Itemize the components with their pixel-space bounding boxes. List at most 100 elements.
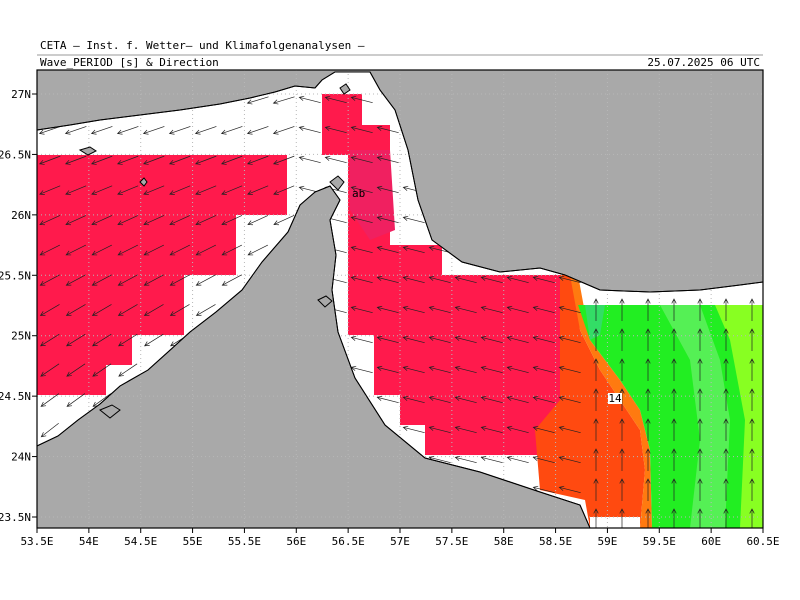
direction-arrow — [454, 335, 477, 344]
direction-arrow — [247, 215, 269, 226]
direction-arrow — [168, 126, 191, 135]
direction-arrow — [247, 244, 269, 256]
direction-arrow — [454, 275, 477, 284]
direction-arrow — [402, 275, 425, 284]
direction-arrow — [558, 455, 581, 464]
direction-arrow — [169, 185, 191, 195]
direction-arrow — [593, 328, 599, 351]
direction-arrow — [480, 425, 503, 434]
direction-arrow — [117, 304, 138, 316]
direction-arrow — [480, 275, 503, 284]
direction-arrow — [117, 244, 139, 256]
direction-arrow — [480, 335, 503, 344]
lat-label: 24.5N — [0, 390, 31, 403]
direction-arrow — [749, 478, 755, 501]
direction-arrow — [92, 333, 112, 347]
map-date: 25.07.2025 06 UTC — [647, 56, 760, 69]
direction-arrow — [376, 305, 399, 314]
direction-arrow — [350, 95, 373, 104]
direction-arrow — [506, 275, 529, 284]
direction-arrow — [558, 395, 581, 404]
direction-arrow — [428, 395, 451, 404]
lat-label: 25.5N — [0, 269, 31, 282]
direction-arrow — [91, 274, 112, 286]
direction-arrow — [143, 244, 165, 256]
direction-arrow — [350, 215, 373, 224]
lon-label: 58.5E — [539, 535, 572, 548]
direction-arrow — [428, 365, 451, 374]
direction-arrow — [376, 275, 399, 284]
direction-arrow — [671, 328, 677, 351]
direction-arrow — [376, 245, 399, 254]
direction-arrow — [506, 335, 529, 344]
direction-arrow — [593, 418, 599, 441]
direction-arrow — [40, 363, 60, 377]
direction-arrow — [645, 298, 651, 321]
direction-arrow — [671, 418, 677, 441]
direction-arrow — [169, 304, 190, 316]
direction-arrow — [645, 508, 651, 528]
direction-arrow — [91, 244, 113, 256]
direction-arrow — [350, 185, 373, 194]
direction-arrow — [91, 304, 112, 316]
lat-label: 27N — [11, 88, 31, 101]
direction-arrow — [40, 422, 59, 438]
direction-arrow — [697, 508, 703, 528]
direction-arrow — [324, 125, 347, 134]
direction-arrow — [195, 215, 217, 226]
direction-arrow — [38, 126, 61, 135]
direction-arrow — [39, 215, 61, 226]
direction-arrow — [697, 478, 703, 501]
direction-arrow — [402, 395, 425, 404]
period-field — [350, 150, 395, 240]
direction-arrow — [532, 425, 555, 434]
direction-arrows — [38, 95, 755, 528]
lat-label: 25N — [11, 330, 31, 343]
direction-arrow — [671, 358, 677, 381]
direction-arrow — [117, 215, 139, 226]
direction-arrow — [723, 418, 729, 441]
direction-arrow — [454, 395, 477, 404]
direction-arrow — [169, 274, 190, 286]
direction-arrow — [142, 126, 165, 135]
direction-arrow — [645, 358, 651, 381]
direction-arrow — [671, 448, 677, 471]
direction-arrow — [65, 274, 86, 286]
direction-arrow — [619, 298, 625, 321]
direction-arrow — [273, 215, 295, 226]
direction-arrow — [38, 155, 61, 165]
direction-arrow — [65, 304, 86, 316]
lat-label: 23.5N — [0, 511, 31, 524]
direction-arrow — [168, 155, 191, 165]
direction-arrow — [116, 155, 139, 165]
direction-arrow — [480, 395, 503, 404]
direction-arrow — [558, 335, 581, 344]
direction-arrow — [697, 448, 703, 471]
lon-label: 54.5E — [124, 535, 157, 548]
contour-label: 14 — [608, 392, 622, 405]
direction-arrow — [324, 155, 347, 164]
direction-arrow — [593, 508, 599, 528]
direction-arrow — [671, 298, 677, 321]
direction-arrow — [376, 155, 399, 164]
institute: CETA — Inst. f. Wetter— und Klimafolgena… — [40, 39, 365, 52]
graticule — [37, 70, 763, 528]
direction-arrow — [402, 245, 425, 254]
direction-arrow — [593, 388, 599, 411]
direction-arrow — [697, 358, 703, 381]
period-field — [585, 305, 605, 340]
direction-arrow — [64, 155, 87, 165]
direction-arrow — [749, 508, 755, 528]
direction-arrow — [350, 335, 373, 344]
direction-arrow — [454, 305, 477, 314]
direction-arrow — [143, 274, 164, 286]
direction-arrow — [697, 388, 703, 411]
direction-arrow — [402, 215, 425, 224]
period-field — [570, 275, 652, 528]
direction-arrow — [506, 395, 529, 404]
lat-label: 24N — [11, 451, 31, 464]
direction-arrow — [39, 304, 60, 316]
direction-arrow — [118, 333, 138, 347]
direction-arrow — [66, 393, 86, 407]
